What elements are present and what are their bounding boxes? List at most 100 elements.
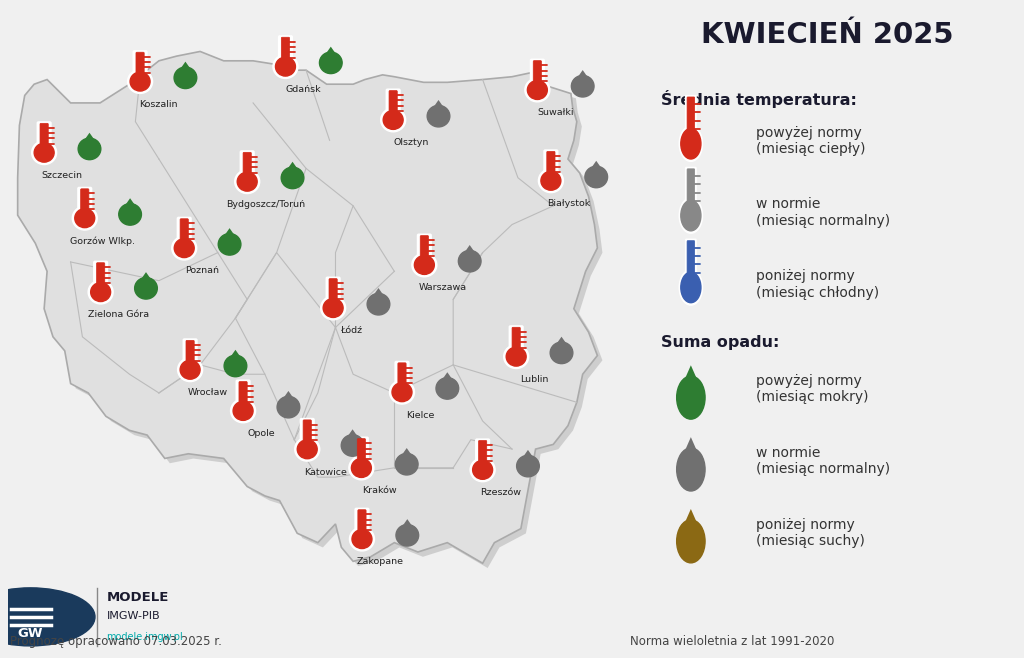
Circle shape	[174, 67, 197, 89]
Text: Lublin: Lublin	[520, 375, 549, 384]
FancyBboxPatch shape	[685, 95, 696, 139]
Circle shape	[681, 200, 701, 231]
Circle shape	[180, 360, 200, 379]
Circle shape	[73, 206, 97, 230]
Text: w normie
(miesiąc normalny): w normie (miesiąc normalny)	[756, 446, 890, 476]
Text: Norma wieloletnia z lat 1991-2020: Norma wieloletnia z lat 1991-2020	[630, 635, 835, 648]
FancyBboxPatch shape	[40, 123, 48, 149]
FancyBboxPatch shape	[475, 438, 490, 468]
Polygon shape	[368, 288, 390, 304]
Text: Białystok: Białystok	[548, 199, 591, 208]
Circle shape	[585, 166, 607, 188]
Circle shape	[506, 347, 526, 366]
Circle shape	[352, 530, 372, 549]
FancyBboxPatch shape	[326, 276, 341, 307]
Circle shape	[297, 440, 317, 459]
FancyBboxPatch shape	[300, 418, 314, 448]
Circle shape	[396, 524, 419, 546]
Circle shape	[324, 299, 343, 317]
Circle shape	[275, 57, 296, 76]
Circle shape	[395, 453, 418, 475]
Circle shape	[679, 270, 702, 305]
Text: Średnia temperatura:: Średnia temperatura:	[662, 90, 857, 108]
Circle shape	[679, 198, 702, 233]
FancyBboxPatch shape	[77, 187, 92, 217]
Circle shape	[392, 383, 412, 401]
Circle shape	[504, 345, 528, 368]
Circle shape	[78, 138, 100, 160]
FancyBboxPatch shape	[282, 38, 290, 63]
FancyBboxPatch shape	[529, 59, 545, 89]
Circle shape	[238, 172, 257, 191]
Circle shape	[470, 458, 496, 482]
FancyBboxPatch shape	[236, 380, 251, 410]
FancyBboxPatch shape	[96, 263, 104, 288]
Circle shape	[539, 169, 563, 193]
Polygon shape	[436, 372, 459, 388]
Circle shape	[224, 355, 247, 377]
Circle shape	[571, 76, 594, 97]
Circle shape	[383, 111, 403, 130]
Text: powyżej normy
(miesiąc mokry): powyżej normy (miesiąc mokry)	[756, 374, 868, 404]
Circle shape	[473, 461, 493, 479]
FancyBboxPatch shape	[186, 340, 195, 366]
Circle shape	[427, 105, 450, 127]
Circle shape	[349, 527, 375, 551]
FancyBboxPatch shape	[329, 278, 337, 304]
Text: Gdańsk: Gdańsk	[286, 85, 322, 94]
Text: Olsztyn: Olsztyn	[393, 138, 429, 147]
Text: Zakopane: Zakopane	[356, 557, 403, 567]
FancyBboxPatch shape	[180, 218, 188, 244]
FancyBboxPatch shape	[278, 35, 293, 65]
Text: Poznań: Poznań	[185, 266, 219, 276]
FancyBboxPatch shape	[687, 169, 694, 209]
Circle shape	[550, 342, 572, 364]
Text: modele.imgw.pl: modele.imgw.pl	[106, 632, 183, 642]
FancyBboxPatch shape	[420, 236, 428, 261]
Text: Łódź: Łódź	[340, 326, 362, 336]
Polygon shape	[134, 272, 158, 288]
Circle shape	[0, 588, 95, 646]
Circle shape	[677, 520, 706, 563]
FancyBboxPatch shape	[544, 149, 558, 180]
Circle shape	[525, 78, 550, 102]
FancyBboxPatch shape	[394, 361, 410, 391]
Text: poniżej normy
(miesiąc suchy): poniżej normy (miesiąc suchy)	[756, 518, 865, 548]
Circle shape	[273, 55, 298, 78]
Text: Bydgoszcz/Toruń: Bydgoszcz/Toruń	[225, 200, 305, 209]
Circle shape	[130, 72, 151, 91]
FancyBboxPatch shape	[685, 166, 696, 211]
Text: GW: GW	[17, 627, 43, 640]
Circle shape	[174, 239, 195, 257]
Polygon shape	[677, 365, 706, 397]
Circle shape	[91, 282, 111, 301]
Circle shape	[119, 203, 141, 225]
Polygon shape	[427, 100, 450, 116]
FancyBboxPatch shape	[354, 436, 369, 467]
Text: Kielce: Kielce	[406, 411, 434, 420]
Circle shape	[517, 455, 540, 477]
Circle shape	[681, 128, 701, 159]
Polygon shape	[571, 70, 594, 86]
Polygon shape	[278, 391, 300, 407]
Text: Opole: Opole	[248, 429, 275, 438]
Circle shape	[368, 293, 390, 315]
Circle shape	[233, 401, 253, 420]
Text: Koszalin: Koszalin	[139, 100, 177, 109]
FancyBboxPatch shape	[239, 382, 247, 407]
Text: Szczecin: Szczecin	[42, 171, 83, 180]
Text: powyżej normy
(miesiąc ciepły): powyżej normy (miesiąc ciepły)	[756, 126, 865, 156]
Text: poniżej normy
(miesiąc chłodny): poniżej normy (miesiąc chłodny)	[756, 269, 879, 299]
Circle shape	[349, 456, 374, 480]
Polygon shape	[78, 133, 100, 149]
Circle shape	[319, 52, 342, 74]
Circle shape	[295, 438, 319, 461]
Circle shape	[541, 171, 561, 190]
Polygon shape	[218, 228, 241, 244]
Polygon shape	[341, 429, 364, 445]
FancyBboxPatch shape	[240, 150, 255, 180]
Text: Suma opadu:: Suma opadu:	[662, 336, 779, 350]
Text: Gorzów Wlkp.: Gorzów Wlkp.	[71, 236, 135, 246]
FancyBboxPatch shape	[357, 439, 366, 464]
Circle shape	[34, 143, 54, 162]
